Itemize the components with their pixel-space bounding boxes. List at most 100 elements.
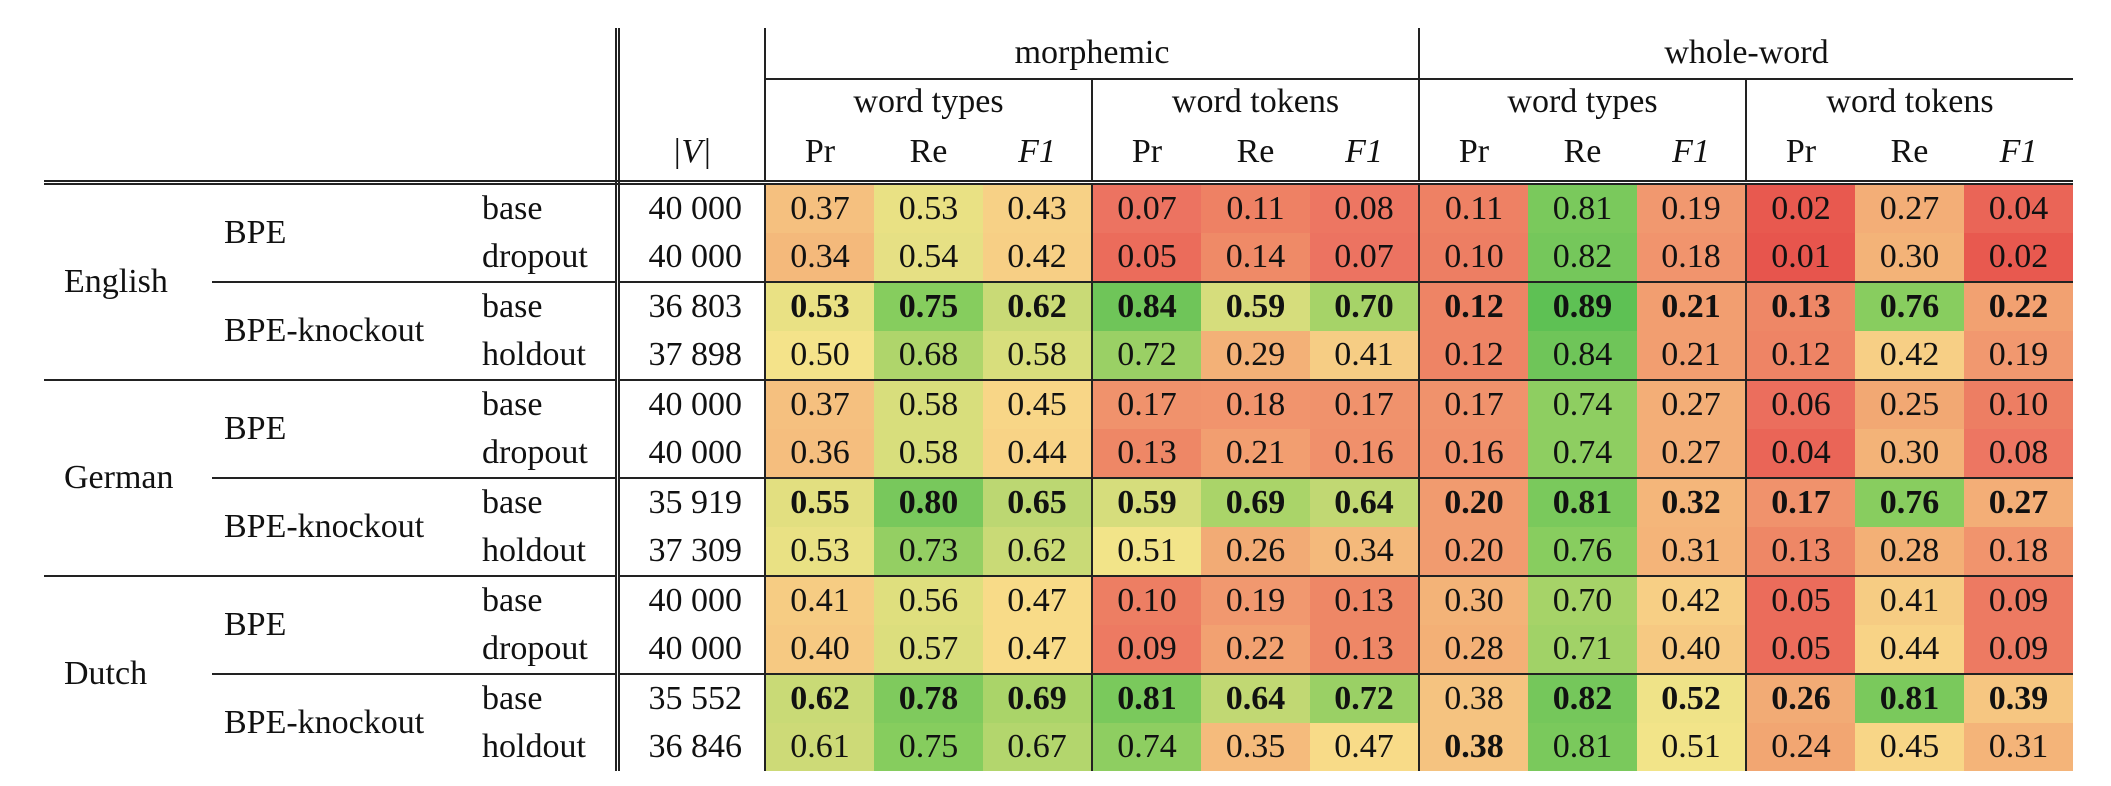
score-cell: 0.13 <box>1746 527 1855 576</box>
header-row-groups: morphemic whole-word <box>44 28 2073 79</box>
score-cell: 0.25 <box>1855 379 1964 429</box>
table-row: holdout 37 898 0.50 0.68 0.58 0.72 0.29 0.41 0.1… <box>44 331 2073 380</box>
metric-header: Pr <box>1746 124 1855 185</box>
score-cell: 0.10 <box>1964 379 2073 429</box>
variant-label: base <box>474 673 620 723</box>
table-row: dropout 40 000 0.40 0.57 0.47 0.09 0.22 0.13 0.2… <box>44 625 2073 674</box>
score-cell: 0.28 <box>1855 527 1964 576</box>
score-cell: 0.11 <box>1201 182 1310 233</box>
score-cell: 0.13 <box>1310 625 1419 674</box>
score-cell: 0.59 <box>1092 477 1201 527</box>
score-cell: 0.30 <box>1418 575 1528 625</box>
vocab-size-cell: 40 000 <box>617 429 766 478</box>
score-cell: 0.17 <box>1746 477 1855 527</box>
score-cell: 0.50 <box>765 331 874 380</box>
score-cell: 0.72 <box>1310 673 1419 723</box>
score-cell: 0.74 <box>1092 723 1201 771</box>
score-cell: 0.17 <box>1092 379 1201 429</box>
score-cell: 0.31 <box>1637 527 1747 576</box>
score-cell: 0.26 <box>1746 673 1855 723</box>
method-label: BPE-knockout <box>212 477 474 576</box>
score-cell: 0.84 <box>1528 331 1637 380</box>
score-cell: 0.81 <box>1092 673 1201 723</box>
score-cell: 0.05 <box>1092 233 1201 282</box>
sublabel-morphemic-types: word types <box>765 78 1093 124</box>
variant-label: holdout <box>474 527 620 576</box>
score-cell: 0.52 <box>1637 673 1747 723</box>
metric-header: Re <box>1855 124 1964 185</box>
method-label: BPE-knockout <box>212 281 474 380</box>
score-cell: 0.09 <box>1092 625 1201 674</box>
score-cell: 0.69 <box>983 673 1093 723</box>
score-cell: 0.45 <box>1855 723 1964 771</box>
score-cell: 0.51 <box>1092 527 1201 576</box>
score-cell: 0.27 <box>1855 182 1964 233</box>
score-cell: 0.58 <box>983 331 1093 380</box>
score-cell: 0.53 <box>765 527 874 576</box>
score-cell: 0.37 <box>765 379 874 429</box>
variant-label: dropout <box>474 625 620 674</box>
score-cell: 0.10 <box>1418 233 1528 282</box>
score-cell: 0.16 <box>1310 429 1419 478</box>
table-row: BPE-knockout base 36 803 0.53 0.75 0.62 0.84 0.… <box>44 281 2073 380</box>
score-cell: 0.74 <box>1528 379 1637 429</box>
score-cell: 0.09 <box>1964 575 2073 625</box>
score-cell: 0.29 <box>1201 331 1310 380</box>
score-cell: 0.62 <box>983 281 1093 331</box>
group-label-morphemic: morphemic <box>1014 34 1170 71</box>
score-cell: 0.54 <box>874 233 983 282</box>
variant-label: base <box>474 281 620 331</box>
score-cell: 0.26 <box>1201 527 1310 576</box>
table-row: BPE-knockout base 35 552 0.62 0.78 0.69 0.81 0.… <box>44 673 2073 771</box>
table-row: dropout 40 000 0.36 0.58 0.44 0.13 0.21 0.16 0.1… <box>44 429 2073 478</box>
score-cell: 0.75 <box>874 723 983 771</box>
score-cell: 0.72 <box>1092 331 1201 380</box>
score-cell: 0.47 <box>1310 723 1419 771</box>
score-cell: 0.75 <box>874 281 983 331</box>
score-cell: 0.12 <box>1418 281 1528 331</box>
vocab-size-cell: 40 000 <box>617 379 766 429</box>
score-cell: 0.31 <box>1964 723 2073 771</box>
variant-label: base <box>474 575 620 625</box>
score-cell: 0.44 <box>983 429 1093 478</box>
score-cell: 0.76 <box>1855 281 1964 331</box>
score-cell: 0.81 <box>1528 723 1637 771</box>
score-cell: 0.69 <box>1201 477 1310 527</box>
score-cell: 0.84 <box>1092 281 1201 331</box>
score-cell: 0.45 <box>983 379 1093 429</box>
score-cell: 0.06 <box>1746 379 1855 429</box>
vocab-size-cell: 35 919 <box>617 477 766 527</box>
table-row: holdout 37 309 0.53 0.73 0.62 0.51 0.26 0.34 0.2… <box>44 527 2073 576</box>
score-cell: 0.81 <box>1855 673 1964 723</box>
score-cell: 0.18 <box>1637 233 1747 282</box>
variant-label: base <box>474 477 620 527</box>
score-cell: 0.40 <box>1637 625 1747 674</box>
score-cell: 0.08 <box>1310 182 1419 233</box>
score-cell: 0.70 <box>1310 281 1419 331</box>
score-cell: 0.19 <box>1964 331 2073 380</box>
score-cell: 0.38 <box>1418 723 1528 771</box>
score-cell: 0.38 <box>1418 673 1528 723</box>
vocab-size-cell: 37 309 <box>617 527 766 576</box>
score-cell: 0.74 <box>1528 429 1637 478</box>
score-cell: 0.57 <box>874 625 983 674</box>
score-cell: 0.56 <box>874 575 983 625</box>
score-cell: 0.64 <box>1201 673 1310 723</box>
score-cell: 0.01 <box>1746 233 1855 282</box>
score-cell: 0.05 <box>1746 575 1855 625</box>
variant-label: dropout <box>474 233 620 282</box>
table-row: German BPE base 40 000 0.37 0.58 0.45 0.17 0.18 0… <box>44 379 2073 576</box>
metric-header: F1 <box>1637 124 1747 185</box>
language-label: German <box>44 379 212 576</box>
score-cell: 0.28 <box>1418 625 1528 674</box>
metric-header: Re <box>874 124 983 185</box>
score-cell: 0.22 <box>1964 281 2073 331</box>
score-cell: 0.16 <box>1418 429 1528 478</box>
score-cell: 0.41 <box>1310 331 1419 380</box>
sublabel-whole-tokens: word tokens <box>1746 78 2073 124</box>
metric-header: Pr <box>1418 124 1528 185</box>
score-cell: 0.18 <box>1201 379 1310 429</box>
variant-label: dropout <box>474 429 620 478</box>
score-cell: 0.12 <box>1418 331 1528 380</box>
score-cell: 0.19 <box>1201 575 1310 625</box>
